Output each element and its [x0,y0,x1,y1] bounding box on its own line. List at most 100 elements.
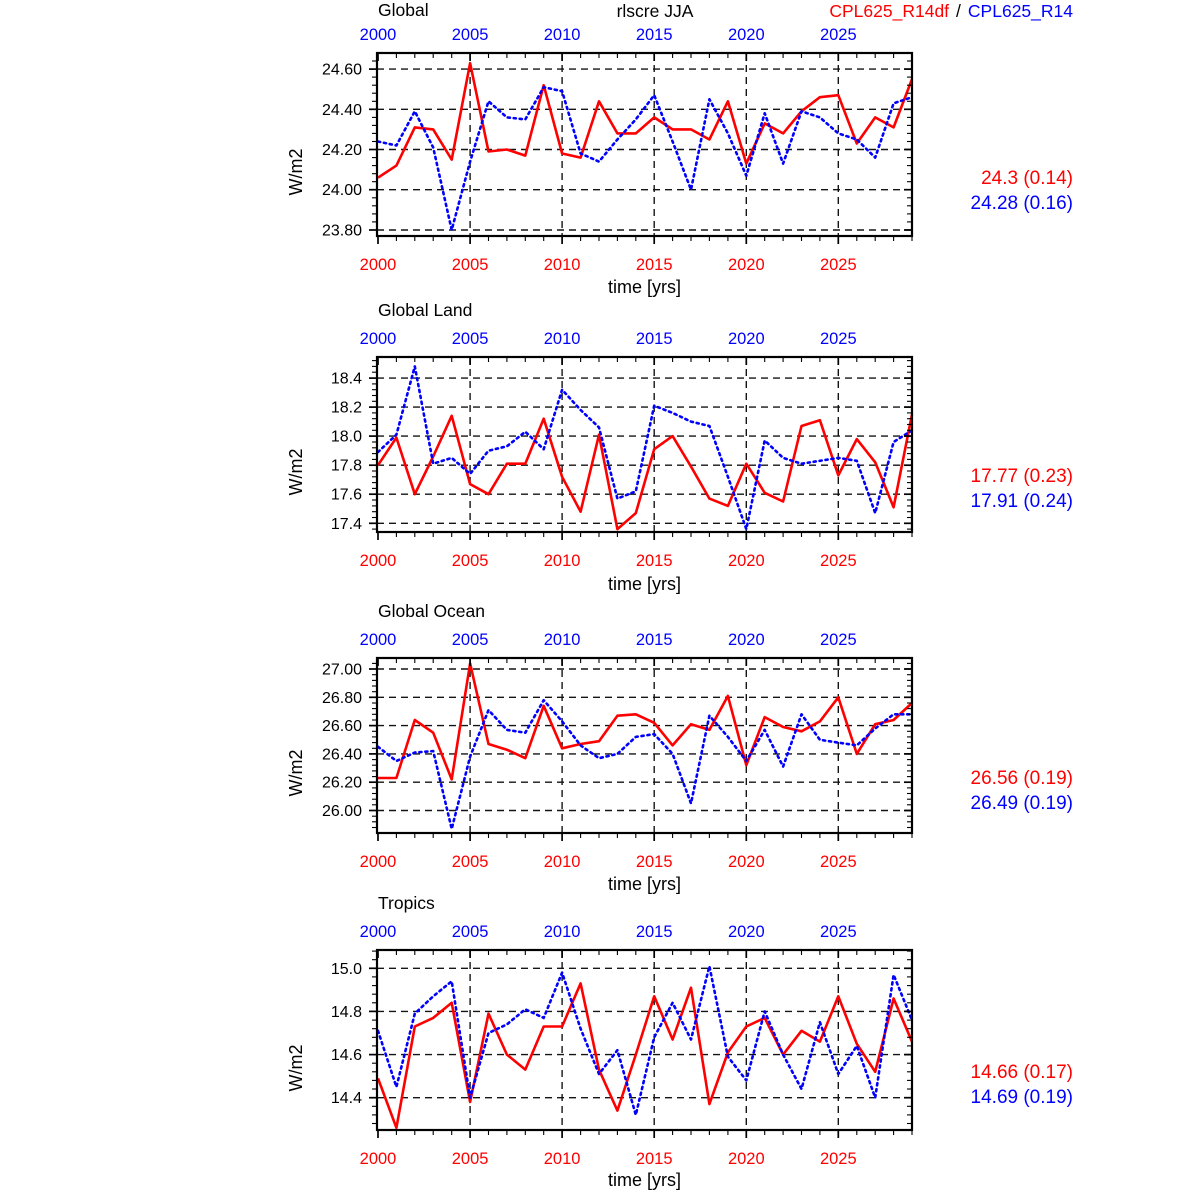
y-tick-label: 26.20 [322,775,362,792]
x-tick-label-top: 2000 [360,330,397,348]
y-tick-label: 14.6 [331,1047,362,1064]
x-tick-label-top: 2005 [452,330,489,348]
series-line-CPL625_R14 [376,698,914,831]
x-tick-label-bottom: 2005 [452,256,489,274]
x-tick-label-top: 2025 [820,923,857,941]
x-tick-label-top: 2015 [636,26,673,44]
stat-mean-series2: 24.28 (0.16) [970,193,1073,214]
panel-title-tropics: Tropics [378,893,435,913]
x-tick-label-top: 2020 [728,631,765,649]
y-tick-label: 15.0 [331,961,362,978]
x-tick-label-top: 2010 [544,923,581,941]
legend: CPL625_R14df / CPL625_R14 [700,1,1073,22]
panel-title-global-ocean: Global Ocean [378,601,486,621]
series-line-CPL625_R14 [376,365,914,531]
y-axis-label-global-ocean: W/m2 [286,749,306,797]
y-tick-label: 24.40 [322,102,362,119]
y-tick-label: 26.80 [322,690,362,707]
stat-mean-series1: 24.3 (0.14) [981,168,1073,189]
x-tick-label-bottom: 2025 [820,1150,857,1168]
x-tick-label-top: 2025 [820,631,857,649]
y-tick-label: 18.0 [331,429,362,446]
x-tick-label-bottom: 2000 [360,853,397,871]
y-tick-label: 24.00 [322,182,362,199]
y-tick-label: 14.4 [331,1090,362,1107]
x-tick-label-top: 2010 [544,330,581,348]
x-tick-label-top: 2015 [636,330,673,348]
y-tick-label: 27.00 [322,662,362,679]
series-line-CPL625_R14 [376,964,914,1117]
y-axis-label-tropics: W/m2 [286,1044,306,1092]
stats-global-ocean: 26.56 (0.19) 26.49 (0.19) [820,766,1073,816]
y-tick-label: 24.60 [322,62,362,79]
x-tick-label-bottom: 2015 [636,1150,673,1168]
x-tick-label-top: 2000 [360,923,397,941]
series-line-CPL625_R14 [376,85,914,232]
stat-mean-series1: 14.66 (0.17) [970,1062,1073,1083]
x-tick-label-bottom: 2025 [820,256,857,274]
y-tick-label: 26.60 [322,718,362,735]
stat-mean-series2: 17.91 (0.24) [970,491,1073,512]
x-tick-label-top: 2000 [360,26,397,44]
x-tick-label-bottom: 2015 [636,552,673,570]
plot-frame [375,948,914,1132]
x-axis-label-tropics: time [yrs] [607,1170,681,1190]
stat-mean-series1: 26.56 (0.19) [970,768,1073,789]
y-axis-label-global-land: W/m2 [286,448,306,496]
x-tick-label-bottom: 2020 [728,1150,765,1168]
y-tick-label: 26.00 [322,803,362,820]
x-tick-label-top: 2025 [820,330,857,348]
x-tick-label-top: 2020 [728,923,765,941]
stat-mean-series2: 14.69 (0.19) [970,1087,1073,1108]
stats-tropics: 14.66 (0.17) 14.69 (0.19) [820,1060,1073,1110]
x-axis-label-global-ocean: time [yrs] [607,874,681,894]
x-tick-label-top: 2020 [728,330,765,348]
stats-global-land: 17.77 (0.23) 17.91 (0.24) [820,464,1073,514]
y-tick-label: 18.2 [331,400,362,417]
legend-separator: / [956,1,961,21]
y-tick-label: 17.6 [331,487,362,504]
y-tick-label: 26.40 [322,746,362,763]
panel-title-global-land: Global Land [378,300,473,320]
x-tick-label-top: 2005 [452,26,489,44]
stat-mean-series2: 26.49 (0.19) [970,793,1073,814]
x-tick-label-top: 2015 [636,631,673,649]
x-tick-label-top: 2015 [636,923,673,941]
y-tick-label: 24.20 [322,142,362,159]
y-tick-label: 23.80 [322,222,362,239]
x-tick-label-bottom: 2005 [452,853,489,871]
x-tick-label-bottom: 2010 [544,256,581,274]
series-line-CPL625_R14df [377,61,914,179]
y-tick-label: 14.8 [331,1004,362,1021]
figure-subtitle: rlscre JJA [616,1,694,21]
x-tick-label-bottom: 2005 [452,1150,489,1168]
plot-frame [375,355,914,534]
x-tick-label-bottom: 2025 [820,853,857,871]
x-tick-label-bottom: 2020 [728,552,765,570]
stat-mean-series1: 17.77 (0.23) [970,466,1073,487]
stats-global: 24.3 (0.14) 24.28 (0.16) [820,166,1073,216]
x-tick-label-top: 2010 [544,26,581,44]
x-tick-label-bottom: 2000 [360,256,397,274]
x-tick-label-bottom: 2020 [728,853,765,871]
legend-series1-label: CPL625_R14df [829,1,950,21]
x-tick-label-bottom: 2015 [636,256,673,274]
x-axis-label-global: time [yrs] [607,277,681,297]
y-tick-label: 18.4 [331,371,362,388]
panel-title-global: Global [378,0,429,20]
x-tick-label-top: 2000 [360,631,397,649]
x-tick-label-bottom: 2000 [360,1150,397,1168]
x-tick-label-bottom: 2010 [544,552,581,570]
x-tick-label-top: 2020 [728,26,765,44]
plot-frame [375,51,914,238]
series-line-CPL625_R14df [378,662,913,781]
plot-frame [375,656,914,835]
x-tick-label-bottom: 2025 [820,552,857,570]
x-tick-label-top: 2010 [544,631,581,649]
x-tick-label-bottom: 2005 [452,552,489,570]
y-axis-label-global: W/m2 [286,148,306,196]
x-tick-label-bottom: 2010 [544,1150,581,1168]
x-tick-label-bottom: 2020 [728,256,765,274]
y-tick-label: 17.8 [331,458,362,475]
